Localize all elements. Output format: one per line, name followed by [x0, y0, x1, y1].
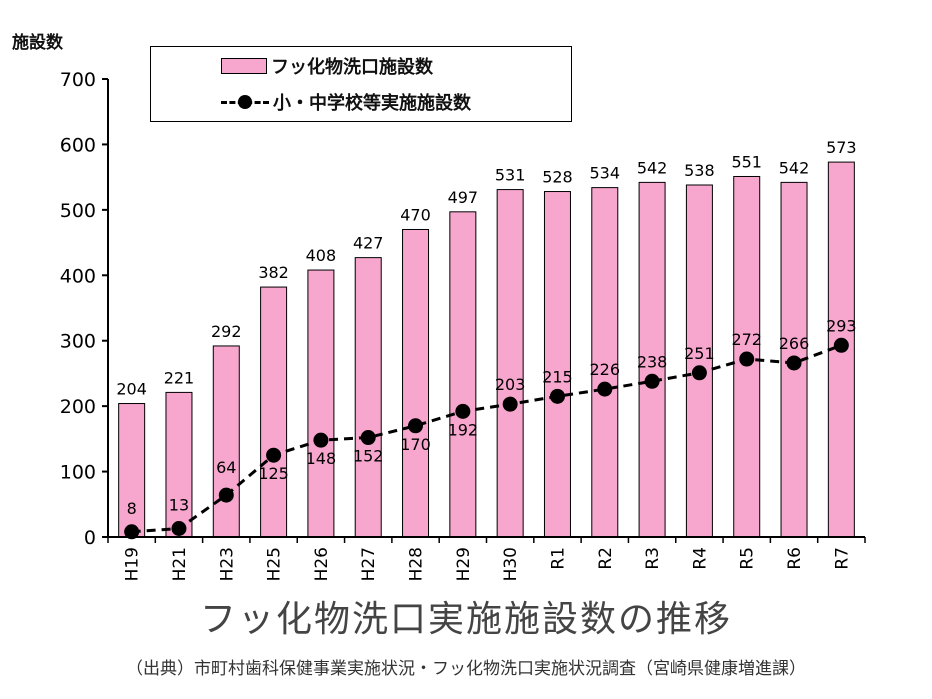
line-point — [218, 487, 234, 503]
bar — [212, 345, 240, 538]
x-tick-label: H21 — [170, 547, 190, 581]
x-tick-label: R5 — [738, 547, 758, 570]
line-point — [313, 432, 329, 448]
bar-value-label: 292 — [211, 322, 242, 341]
line-value-label: 251 — [684, 344, 715, 363]
line-point — [502, 396, 518, 412]
bar — [354, 257, 382, 538]
line-point — [266, 447, 282, 463]
bar-value-label: 531 — [495, 166, 526, 185]
line-point — [786, 355, 802, 371]
y-axis-label: 施設数 — [12, 33, 63, 53]
line-point — [739, 351, 755, 367]
legend-item-line: 小・中学校等実施施設数 — [221, 89, 471, 115]
line-value-label: 192 — [448, 420, 479, 439]
line-point — [455, 403, 471, 419]
bar-value-label: 427 — [353, 234, 384, 253]
bar-value-label: 204 — [116, 380, 147, 399]
line-point — [171, 520, 187, 536]
x-tick-label: H29 — [454, 547, 474, 581]
line-point — [644, 373, 660, 389]
y-tick-label: 400 — [60, 265, 96, 287]
x-tick-label: R3 — [643, 547, 663, 570]
y-tick-label: 600 — [60, 134, 96, 156]
bar-value-label: 497 — [448, 188, 479, 207]
bar-value-label: 528 — [542, 168, 573, 187]
bar-value-label: 538 — [684, 161, 715, 180]
x-tick-label: H23 — [217, 547, 237, 581]
line-value-label: 238 — [637, 352, 668, 371]
line-value-label: 272 — [731, 330, 762, 349]
bar — [307, 269, 335, 538]
line-value-label: 215 — [542, 367, 573, 386]
line-value-label: 170 — [400, 435, 431, 454]
y-tick-label: 0 — [84, 527, 96, 549]
bar — [165, 391, 193, 538]
legend-bar-label: フッ化物洗口施設数 — [271, 57, 433, 78]
legend-item-bar: フッ化物洗口施設数 — [221, 53, 433, 79]
bar — [543, 191, 571, 538]
x-tick-label: R1 — [548, 547, 568, 570]
x-tick-label: H28 — [407, 547, 427, 581]
legend-line-label: 小・中学校等実施施設数 — [273, 93, 471, 114]
bar-value-label: 470 — [400, 205, 431, 224]
line-point — [833, 337, 849, 353]
line-point — [360, 430, 376, 446]
line-value-label: 266 — [779, 334, 810, 353]
y-tick-label: 700 — [60, 69, 96, 91]
line-value-label: 13 — [169, 495, 189, 514]
line-value-label: 203 — [495, 375, 526, 394]
bar — [496, 189, 524, 538]
bar — [638, 181, 666, 538]
bar-value-label: 382 — [258, 263, 289, 282]
bar-value-label: 542 — [637, 158, 668, 177]
bar-value-label: 542 — [779, 158, 810, 177]
bar-value-label: 408 — [306, 246, 337, 265]
chart-source: （出典）市町村歯科保健事業実施状況・フッ化物洗口実施状況調査（宮崎県健康増進課） — [126, 659, 806, 679]
line-value-label: 148 — [306, 449, 337, 468]
line-point — [691, 365, 707, 381]
x-tick-label: H27 — [359, 547, 379, 581]
bar — [591, 187, 619, 538]
bar-value-label: 551 — [731, 152, 762, 171]
line-value-label: 226 — [590, 360, 621, 379]
x-tick-label: R4 — [690, 547, 710, 570]
y-tick-label: 500 — [60, 200, 96, 222]
line-value-label: 293 — [826, 316, 857, 335]
y-tick-label: 200 — [60, 396, 96, 418]
line-point — [549, 388, 565, 404]
chart-title: フッ化物洗口実施施設数の推移 — [199, 599, 732, 640]
line-value-label: 125 — [258, 464, 289, 483]
y-tick-label: 300 — [60, 331, 96, 353]
line-point — [597, 381, 613, 397]
x-tick-label: R6 — [785, 547, 805, 570]
legend-line-swatch — [221, 92, 269, 112]
line-point — [124, 524, 140, 540]
legend-bar-swatch — [221, 58, 267, 74]
y-tick-label: 100 — [60, 462, 96, 484]
x-tick-label: H25 — [265, 547, 285, 581]
x-tick-label: R2 — [596, 547, 616, 570]
bar-value-label: 573 — [826, 138, 857, 157]
bar — [260, 286, 288, 538]
bar-value-label: 534 — [590, 164, 621, 183]
x-tick-label: H26 — [312, 547, 332, 581]
x-tick-label: H30 — [501, 547, 521, 581]
line-value-label: 152 — [353, 447, 384, 466]
x-tick-label: R7 — [832, 547, 852, 570]
bar — [118, 403, 146, 538]
bar — [685, 184, 713, 538]
bar — [402, 228, 430, 538]
legend: フッ化物洗口施設数 小・中学校等実施施設数 — [150, 46, 572, 122]
bar-value-label: 221 — [164, 368, 195, 387]
line-value-label: 8 — [127, 499, 137, 518]
bar — [449, 211, 477, 538]
x-tick-label: H19 — [123, 547, 143, 581]
line-series — [131, 343, 842, 534]
line-value-label: 64 — [216, 458, 236, 477]
line-point — [408, 418, 424, 434]
